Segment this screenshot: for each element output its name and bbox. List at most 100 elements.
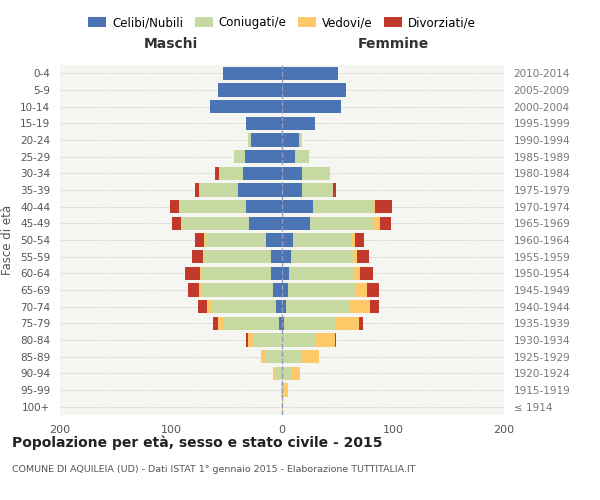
Bar	[170, 200, 179, 213]
Bar	[192, 250, 203, 264]
Bar	[282, 334, 316, 346]
Bar	[219, 166, 243, 180]
Text: COMUNE DI AQUILEIA (UD) - Dati ISTAT 1° gennaio 2015 - Elaborazione TUTTITALIA.I: COMUNE DI AQUILEIA (UD) - Dati ISTAT 1° …	[12, 465, 415, 474]
Bar	[282, 166, 302, 180]
Bar	[282, 250, 291, 264]
Bar	[282, 300, 286, 314]
Bar	[210, 100, 282, 114]
Bar	[197, 300, 206, 314]
Text: Popolazione per età, sesso e stato civile - 2015: Popolazione per età, sesso e stato civil…	[12, 435, 383, 450]
Bar	[180, 200, 247, 213]
Y-axis label: Fasce di età: Fasce di età	[1, 205, 14, 275]
Bar	[202, 266, 271, 280]
Bar	[282, 284, 287, 296]
Bar	[251, 134, 282, 146]
Bar	[355, 234, 364, 246]
Bar	[302, 166, 330, 180]
Bar	[247, 116, 282, 130]
Bar	[353, 250, 358, 264]
Bar	[204, 250, 271, 264]
Bar	[188, 284, 199, 296]
Bar	[223, 66, 282, 80]
Bar	[333, 184, 337, 196]
Bar	[196, 234, 204, 246]
Bar	[282, 216, 310, 230]
Bar	[353, 266, 360, 280]
Bar	[284, 316, 337, 330]
Bar	[223, 316, 278, 330]
Bar	[238, 184, 282, 196]
Bar	[291, 366, 300, 380]
Bar	[313, 200, 374, 213]
Bar	[273, 284, 282, 296]
Bar	[374, 216, 380, 230]
Bar	[271, 250, 282, 264]
Bar	[282, 134, 299, 146]
Bar	[287, 284, 356, 296]
Bar	[282, 350, 302, 364]
Bar	[273, 366, 277, 380]
Bar	[261, 350, 265, 364]
Bar	[370, 300, 379, 314]
Bar	[350, 300, 370, 314]
Bar	[284, 384, 287, 396]
Bar	[282, 200, 313, 213]
Bar	[253, 334, 282, 346]
Bar	[277, 366, 282, 380]
Bar	[282, 400, 283, 413]
Bar	[182, 216, 249, 230]
Bar	[205, 234, 266, 246]
Bar	[234, 150, 245, 164]
Bar	[196, 184, 199, 196]
Bar	[185, 266, 200, 280]
Bar	[212, 300, 277, 314]
Bar	[247, 334, 248, 346]
Bar	[356, 284, 367, 296]
Bar	[199, 184, 238, 196]
Bar	[282, 366, 291, 380]
Bar	[199, 284, 201, 296]
Bar	[215, 166, 219, 180]
Bar	[358, 250, 368, 264]
Bar	[351, 234, 355, 246]
Bar	[360, 266, 373, 280]
Bar	[291, 250, 353, 264]
Bar	[248, 334, 253, 346]
Bar	[295, 150, 308, 164]
Bar	[172, 216, 181, 230]
Bar	[310, 216, 374, 230]
Legend: Celibi/Nubili, Coniugati/e, Vedovi/e, Divorziati/e: Celibi/Nubili, Coniugati/e, Vedovi/e, Di…	[83, 12, 481, 34]
Bar	[335, 334, 337, 346]
Bar	[375, 200, 392, 213]
Bar	[245, 150, 282, 164]
Bar	[243, 166, 282, 180]
Bar	[266, 234, 282, 246]
Bar	[380, 216, 391, 230]
Bar	[282, 84, 346, 96]
Bar	[374, 200, 375, 213]
Bar	[213, 316, 218, 330]
Text: Femmine: Femmine	[358, 37, 428, 51]
Bar	[271, 266, 282, 280]
Bar	[204, 234, 205, 246]
Bar	[200, 266, 202, 280]
Bar	[282, 234, 293, 246]
Bar	[282, 384, 284, 396]
Bar	[316, 334, 335, 346]
Bar	[218, 84, 282, 96]
Bar	[265, 350, 282, 364]
Bar	[302, 350, 319, 364]
Bar	[206, 300, 212, 314]
Bar	[359, 316, 363, 330]
Bar	[293, 234, 351, 246]
Bar	[248, 134, 251, 146]
Bar	[289, 266, 353, 280]
Bar	[337, 316, 359, 330]
Bar	[179, 200, 180, 213]
Bar	[249, 216, 282, 230]
Bar	[201, 284, 273, 296]
Bar	[282, 116, 316, 130]
Bar	[282, 316, 284, 330]
Text: Maschi: Maschi	[144, 37, 198, 51]
Bar	[181, 216, 182, 230]
